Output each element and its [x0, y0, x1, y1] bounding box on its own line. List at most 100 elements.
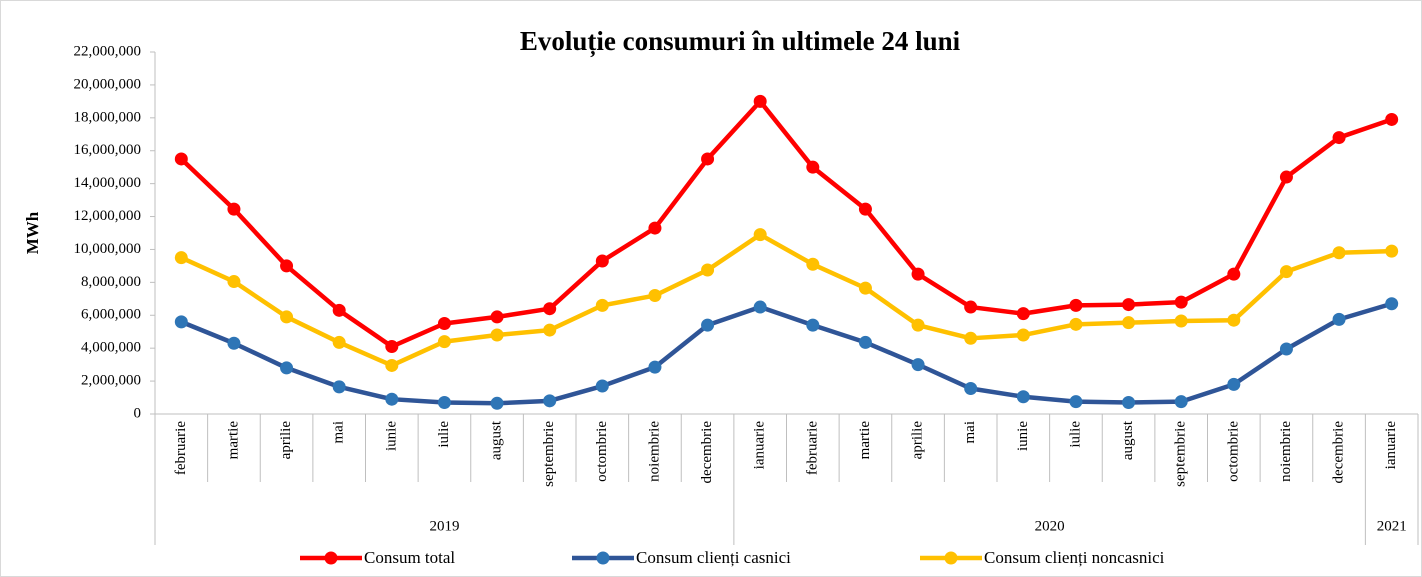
- series-line: [180, 301, 1393, 406]
- series-line: [180, 232, 1392, 368]
- data-point: [701, 318, 715, 332]
- x-group-label: 2020: [1035, 518, 1065, 534]
- data-point: [1227, 313, 1241, 327]
- data-point: [174, 152, 188, 166]
- data-point: [1227, 267, 1241, 281]
- y-tick-label: 22,000,000: [74, 43, 142, 59]
- legend-label: Consum total: [364, 548, 455, 567]
- data-point: [753, 94, 767, 108]
- data-point: [280, 310, 294, 324]
- data-point: [1016, 328, 1030, 342]
- x-tick-label: octombrie: [594, 421, 610, 482]
- data-point: [858, 281, 872, 295]
- data-point: [1069, 317, 1083, 331]
- data-point: [1016, 307, 1030, 321]
- data-point: [1332, 131, 1346, 145]
- data-point: [332, 335, 346, 349]
- chart-title: Evoluție consumuri în ultimele 24 luni: [520, 26, 961, 57]
- legend-marker: [596, 551, 610, 565]
- data-point: [1385, 297, 1399, 311]
- data-point: [1069, 395, 1083, 409]
- data-point: [543, 323, 557, 337]
- data-point: [174, 315, 188, 329]
- x-tick-label: iulie: [436, 421, 452, 448]
- data-point: [964, 381, 978, 395]
- data-point: [1122, 298, 1136, 312]
- data-point: [1174, 395, 1188, 409]
- data-point: [385, 392, 399, 406]
- data-point: [701, 152, 715, 166]
- x-tick-label: mai: [331, 421, 347, 444]
- data-point: [543, 302, 557, 316]
- x-tick-label: iunie: [383, 421, 399, 451]
- data-point: [1385, 244, 1399, 258]
- data-point: [1174, 295, 1188, 309]
- x-tick-label: mai: [962, 421, 978, 444]
- y-tick-label: 10,000,000: [74, 241, 142, 257]
- data-point: [280, 259, 294, 273]
- y-tick-label: 6,000,000: [81, 307, 141, 323]
- data-point: [1279, 170, 1293, 184]
- data-point: [648, 289, 662, 303]
- data-point: [648, 221, 662, 235]
- data-point: [753, 300, 767, 314]
- x-tick-label: aprilie: [910, 421, 926, 460]
- x-tick-label: august: [1120, 420, 1136, 460]
- data-point: [490, 310, 504, 324]
- y-tick-label: 14,000,000: [74, 175, 142, 191]
- data-point: [437, 317, 451, 330]
- data-point: [437, 335, 451, 349]
- x-tick-label: noiembrie: [1278, 421, 1294, 482]
- data-point: [174, 251, 188, 265]
- data-point: [332, 303, 346, 317]
- x-tick-label: aprilie: [278, 421, 294, 460]
- x-tick-label: octombrie: [1225, 421, 1241, 482]
- data-point: [595, 298, 609, 312]
- x-group-label: 2019: [429, 518, 459, 534]
- legend-marker: [324, 551, 338, 565]
- y-tick-label: 16,000,000: [74, 142, 142, 158]
- data-point: [595, 379, 609, 393]
- data-point: [1069, 298, 1083, 312]
- data-point: [911, 358, 925, 372]
- x-tick-label: decembrie: [1331, 421, 1347, 484]
- x-tick-label: iulie: [1067, 421, 1083, 448]
- x-tick-label: februarie: [173, 421, 189, 475]
- legend-marker: [944, 551, 958, 565]
- x-tick-label: decembrie: [699, 421, 715, 484]
- y-tick-label: 12,000,000: [74, 208, 142, 224]
- series-line: [179, 99, 1393, 349]
- y-tick-label: 0: [134, 405, 142, 421]
- x-tick-label: iunie: [1015, 421, 1031, 451]
- x-tick-label: ianuarie: [1383, 421, 1399, 470]
- y-tick-label: 2,000,000: [81, 373, 141, 389]
- data-point: [227, 202, 241, 216]
- data-point: [964, 331, 978, 345]
- x-tick-label: februarie: [804, 421, 820, 475]
- data-point: [437, 395, 451, 409]
- x-tick-label: ianuarie: [752, 421, 768, 470]
- x-group-label: 2021: [1377, 518, 1407, 534]
- data-point: [227, 275, 241, 289]
- data-point: [648, 360, 662, 374]
- data-point: [1279, 342, 1293, 356]
- data-point: [1385, 112, 1399, 126]
- x-tick-label: septembrie: [1173, 421, 1189, 487]
- data-point: [543, 394, 557, 408]
- x-tick-label: august: [489, 420, 505, 460]
- data-point: [911, 267, 925, 281]
- x-tick-label: septembrie: [541, 421, 557, 487]
- x-tick-label: martie: [857, 421, 873, 460]
- data-point: [1122, 395, 1136, 409]
- data-point: [1174, 314, 1188, 328]
- y-tick-label: 20,000,000: [74, 76, 142, 92]
- data-point: [332, 380, 346, 394]
- data-point: [806, 257, 820, 271]
- data-point: [385, 340, 399, 354]
- data-point: [964, 300, 978, 314]
- data-point: [595, 254, 609, 268]
- data-point: [1122, 316, 1136, 330]
- data-point: [1279, 265, 1293, 279]
